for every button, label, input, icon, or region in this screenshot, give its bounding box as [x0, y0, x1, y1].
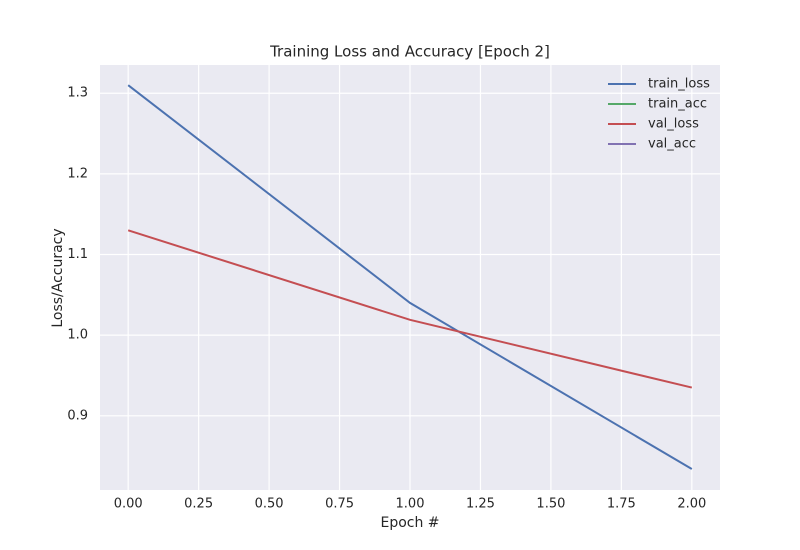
- x-tick-label: 0.00: [114, 497, 143, 512]
- x-tick-label: 2.00: [677, 497, 706, 512]
- x-axis-label: Epoch #: [380, 515, 439, 531]
- y-axis-label: Loss/Accuracy: [50, 228, 66, 327]
- y-tick-label: 1.0: [67, 328, 88, 343]
- x-tick-label: 0.75: [325, 497, 354, 512]
- x-tick-label: 1.50: [536, 497, 565, 512]
- x-tick-label: 1.75: [607, 497, 636, 512]
- y-tick-label: 1.1: [67, 247, 88, 262]
- legend-label: val_loss: [648, 117, 699, 132]
- y-tick-label: 1.3: [67, 86, 88, 101]
- y-tick-label: 0.9: [67, 408, 88, 423]
- x-tick-label: 1.25: [466, 497, 495, 512]
- legend-label: val_acc: [648, 137, 696, 152]
- chart-title: Training Loss and Accuracy [Epoch 2]: [269, 43, 550, 61]
- x-tick-label: 0.50: [255, 497, 284, 512]
- legend-label: train_loss: [648, 77, 710, 92]
- legend-label: train_acc: [648, 97, 707, 112]
- series-line: [127, 84, 693, 470]
- y-tick-label: 1.2: [67, 166, 88, 181]
- x-tick-label: 1.00: [396, 497, 425, 512]
- series-line: [127, 229, 693, 389]
- x-tick-label: 0.25: [184, 497, 213, 512]
